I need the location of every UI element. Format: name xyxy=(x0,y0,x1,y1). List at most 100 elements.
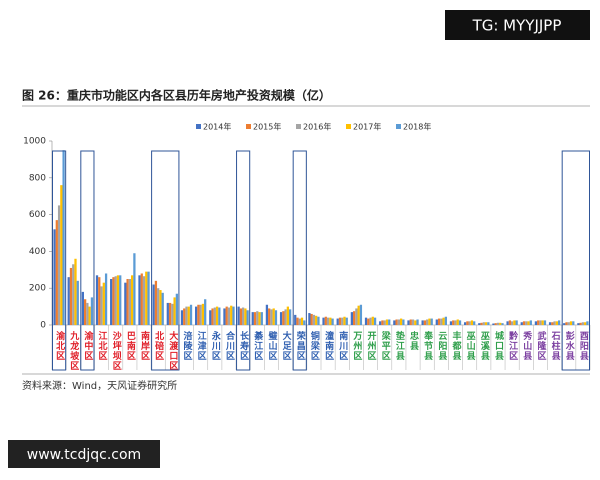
bar xyxy=(227,307,231,325)
bar xyxy=(563,323,566,325)
bar xyxy=(180,310,184,325)
bar xyxy=(558,320,561,325)
bar xyxy=(152,284,155,325)
bar xyxy=(440,318,443,325)
legend-label: 2017年 xyxy=(353,122,381,132)
bar xyxy=(553,321,556,325)
bar xyxy=(225,306,228,325)
bar xyxy=(286,306,290,325)
bar xyxy=(579,322,582,325)
bar xyxy=(463,322,467,325)
bar xyxy=(86,302,89,325)
bar xyxy=(81,291,84,325)
bar xyxy=(253,312,257,325)
bar xyxy=(336,318,339,325)
bar xyxy=(369,317,372,325)
bar xyxy=(98,277,101,325)
bar xyxy=(62,150,65,325)
bar xyxy=(548,322,552,325)
bar xyxy=(541,320,544,325)
bar xyxy=(482,322,485,325)
bar xyxy=(215,306,219,325)
bar xyxy=(359,304,363,325)
bar xyxy=(168,302,172,325)
bar xyxy=(515,320,518,325)
bar xyxy=(522,321,526,325)
y-tick-label: 1000 xyxy=(23,137,46,147)
bar xyxy=(310,313,313,325)
x-tick-label: 南川区 xyxy=(337,330,349,361)
y-tick-label: 600 xyxy=(29,210,46,220)
bar xyxy=(329,317,332,325)
bar xyxy=(529,320,532,325)
bar xyxy=(355,308,358,325)
bar xyxy=(383,320,386,325)
bar xyxy=(454,320,457,325)
x-tick-label: 奉节县 xyxy=(422,330,434,361)
x-tick-label: 九龙坡区 xyxy=(68,330,80,371)
bar xyxy=(458,320,462,325)
bar xyxy=(501,323,504,325)
bar xyxy=(161,292,164,325)
bar xyxy=(379,321,382,325)
x-tick-label: 綦江区 xyxy=(252,330,264,361)
bar xyxy=(90,297,94,325)
x-tick-label: 荣昌区 xyxy=(295,330,307,361)
bar xyxy=(525,321,528,325)
bar xyxy=(409,319,412,325)
legend-swatch xyxy=(246,124,251,129)
bar xyxy=(124,282,127,325)
x-tick-label: 沙坪坝区 xyxy=(111,331,122,371)
bar xyxy=(60,185,63,325)
highlight-box xyxy=(151,150,180,371)
bar xyxy=(367,318,370,325)
x-tick-label: 开州区 xyxy=(366,331,378,361)
bar xyxy=(551,322,554,325)
bar xyxy=(140,273,143,325)
bar xyxy=(324,316,327,325)
bar xyxy=(364,317,368,325)
x-tick-label: 武隆区 xyxy=(535,330,546,361)
x-tick-label: 渝中区 xyxy=(82,330,93,361)
bar xyxy=(112,277,115,325)
bar xyxy=(102,282,105,325)
source: 资料来源：Wind，天风证券研究所 xyxy=(22,379,177,392)
bar xyxy=(473,321,476,325)
bar xyxy=(395,319,398,325)
bar xyxy=(338,317,342,325)
bar xyxy=(279,312,283,325)
y-tick-label: 0 xyxy=(40,321,46,331)
bar xyxy=(223,308,226,325)
bar xyxy=(211,308,214,325)
bar xyxy=(421,320,424,325)
bar xyxy=(218,307,221,325)
bar xyxy=(400,318,403,325)
x-tick-label: 丰都县 xyxy=(451,330,463,361)
bar xyxy=(414,320,417,325)
bar xyxy=(435,319,438,325)
bar xyxy=(76,280,79,325)
bar xyxy=(496,322,500,325)
bar xyxy=(343,316,346,325)
bar xyxy=(251,312,254,325)
bar xyxy=(199,304,202,325)
y-tick-label: 800 xyxy=(29,173,46,183)
x-tick-label: 黔江区 xyxy=(507,330,519,361)
bar xyxy=(300,317,304,325)
bar xyxy=(55,220,58,325)
highlight-box xyxy=(52,150,67,371)
bar xyxy=(246,310,249,325)
x-tick-label: 垫江县 xyxy=(394,330,405,361)
bar xyxy=(154,280,158,325)
x-tick-label: 万州区 xyxy=(351,331,363,361)
bar xyxy=(423,320,427,325)
bar xyxy=(157,288,160,325)
bar xyxy=(537,320,540,325)
bar xyxy=(100,286,103,325)
bar xyxy=(270,309,273,325)
bar xyxy=(197,304,200,325)
bar xyxy=(341,317,344,325)
bar xyxy=(487,322,490,325)
bar xyxy=(88,306,91,325)
